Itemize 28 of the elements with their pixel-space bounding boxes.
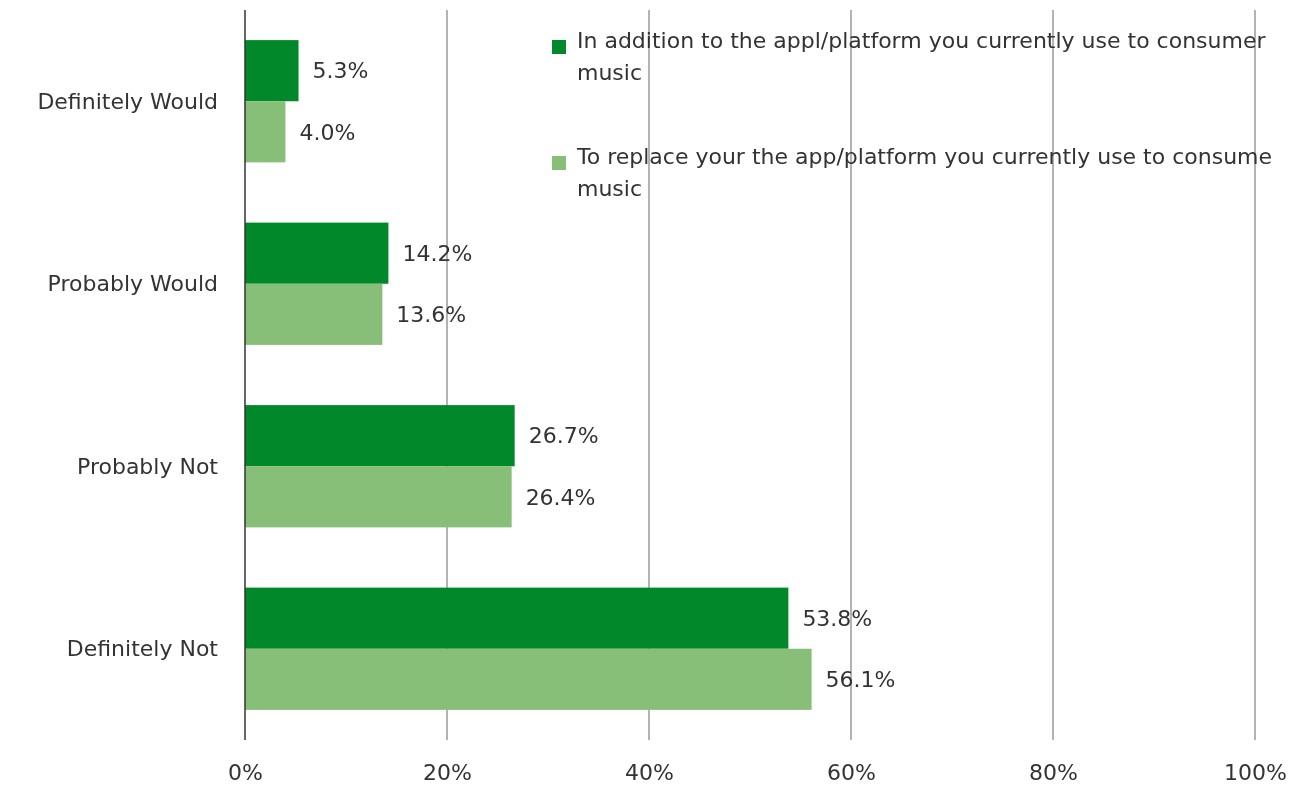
legend-label: In addition to the appl/platform you currently use to consumer music (577, 28, 1267, 85)
bar (245, 40, 299, 102)
data-label: 4.0% (299, 119, 356, 145)
data-label: 5.3% (312, 58, 369, 84)
data-label: 56.1% (825, 667, 896, 693)
legend-label: To replace your the app/platform you currently use to consume music (576, 144, 1273, 201)
bar (245, 101, 286, 163)
data-label: 26.4% (525, 484, 596, 510)
x-tick-label: 0% (228, 759, 263, 785)
x-tick-label: 20% (423, 759, 472, 785)
x-tick-label: 40% (625, 759, 674, 785)
data-label: 14.2% (402, 240, 473, 266)
data-label: 13.6% (396, 302, 467, 328)
bar (245, 587, 789, 649)
data-label: 53.8% (802, 605, 873, 631)
x-tick-label: 80% (1029, 759, 1078, 785)
bar (245, 283, 383, 345)
bar (245, 648, 812, 710)
x-tick-label: 60% (827, 759, 876, 785)
bar (245, 405, 515, 467)
data-label: 26.7% (528, 423, 599, 449)
bar (245, 222, 389, 284)
y-tick-label: Probably Would (47, 271, 218, 297)
bar (245, 466, 512, 528)
x-tick-label: 100% (1224, 759, 1287, 785)
y-tick-label: Definitely Not (66, 636, 219, 662)
y-tick-label: Definitely Would (37, 88, 218, 114)
y-tick-label: Probably Not (77, 453, 219, 479)
